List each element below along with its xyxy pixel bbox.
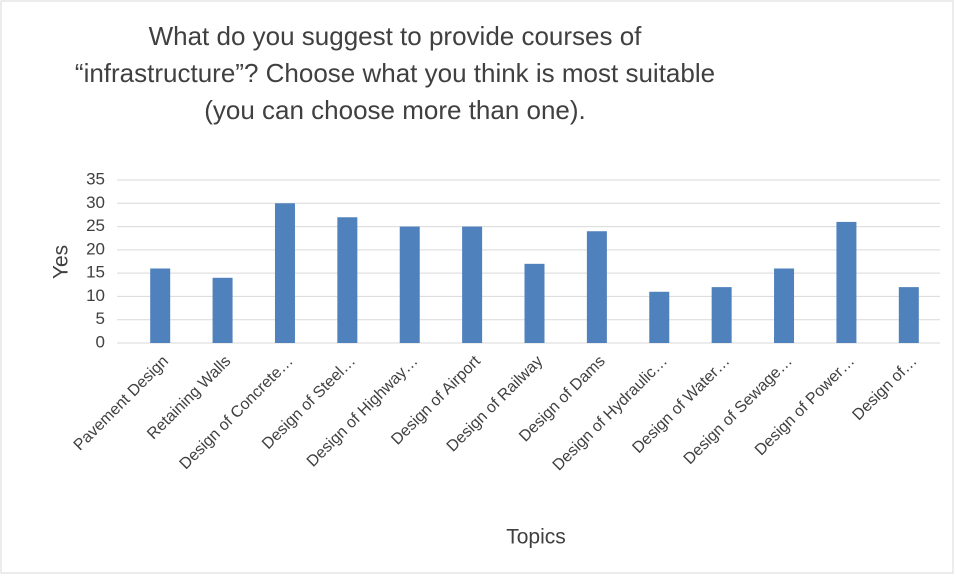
y-tick-label: 5 [96,309,105,328]
y-tick-label: 25 [86,216,105,235]
bar [774,268,795,343]
bar [337,217,358,343]
y-tick-label: 10 [86,286,105,305]
bar [649,291,670,343]
bar [462,226,483,343]
bar [399,226,420,343]
bar [898,287,919,343]
y-tick-label: 30 [86,193,105,212]
chart-title: What do you suggest to provide courses o… [75,21,715,125]
bar [274,203,295,343]
y-tick-label: 20 [86,239,105,258]
y-tick-label: 0 [96,332,105,351]
bar [586,231,607,343]
y-tick-label: 15 [86,263,105,282]
bar [836,221,857,343]
bar [524,263,545,343]
bar [150,268,171,343]
y-tick-label: 35 [86,169,105,188]
bar [212,277,233,343]
y-axis-title: Yes [50,245,73,279]
bar [711,287,732,343]
x-axis-title: Topics [506,526,566,549]
